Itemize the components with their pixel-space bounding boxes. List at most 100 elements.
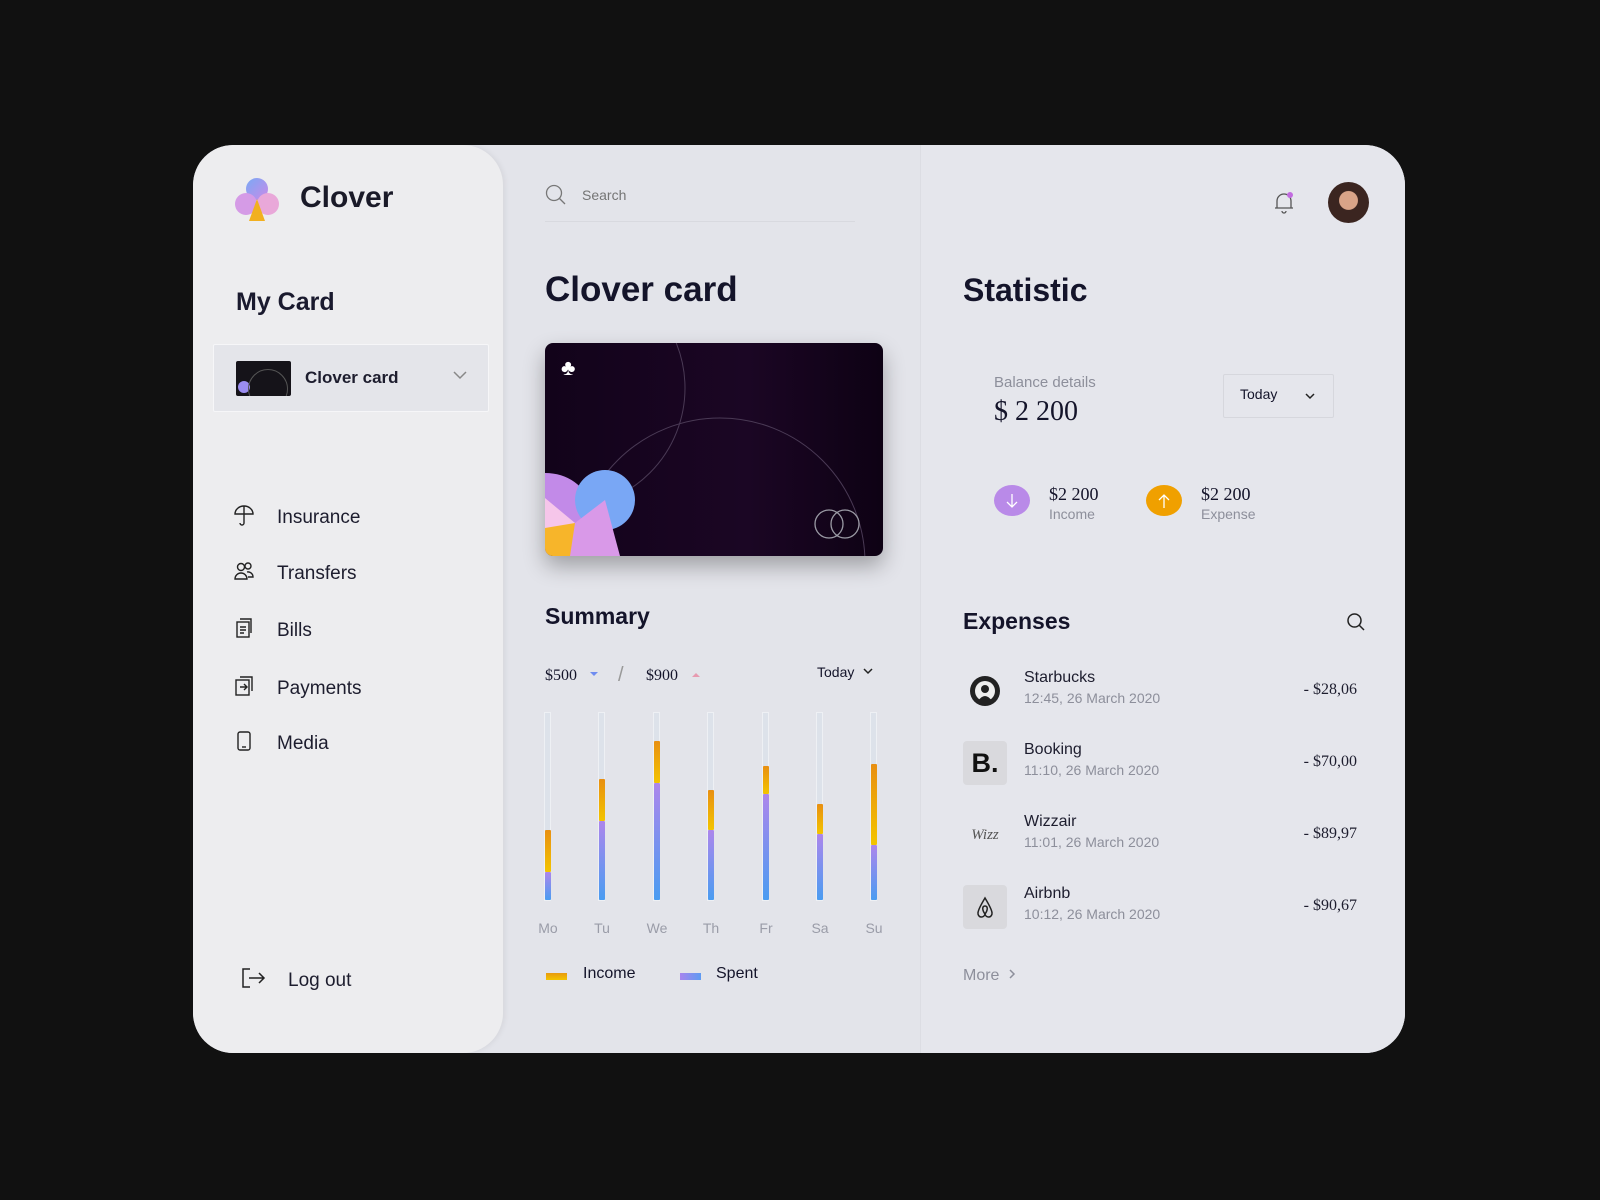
- day-label: Fr: [759, 920, 773, 936]
- expense-amount: - $70,00: [1303, 753, 1357, 770]
- bar-track-th: [707, 712, 714, 901]
- expense-time: 11:01, 26 March 2020: [1024, 834, 1160, 850]
- bar-track-sa: [816, 712, 823, 901]
- balance-period-dropdown[interactable]: Today: [1223, 374, 1334, 418]
- expenses-title: Expenses: [963, 608, 1071, 634]
- umbrella-icon: [233, 504, 255, 532]
- sidebar-item-transfers[interactable]: Transfers: [233, 560, 357, 588]
- summary-period-label: Today: [817, 664, 855, 680]
- logout-button[interactable]: Log out: [240, 965, 351, 997]
- bar-spent-tu: [599, 820, 605, 900]
- chevron-down-icon: [862, 664, 874, 680]
- sidebar-item-label: Transfers: [277, 563, 357, 584]
- bar-spent-su: [871, 845, 877, 900]
- more-label: More: [963, 967, 1000, 984]
- bar-income-we: [654, 741, 660, 783]
- bar-spent-th: [708, 830, 714, 900]
- chevron-right-icon: [1007, 967, 1017, 985]
- summary-period-dropdown[interactable]: Today: [817, 664, 874, 680]
- sidebar-item-label: Payments: [277, 678, 362, 699]
- user-avatar[interactable]: [1328, 182, 1369, 223]
- bar-track-fr: [762, 712, 769, 901]
- expense-arrow-up-icon: [1146, 485, 1182, 516]
- bar-income-sa: [817, 803, 823, 834]
- expense-amount: - $89,97: [1303, 825, 1357, 842]
- chevron-down-icon: [1304, 389, 1316, 407]
- card-selector[interactable]: Clover card: [213, 344, 489, 412]
- clover-logo-icon: [233, 173, 281, 223]
- day-label: Tu: [594, 920, 610, 936]
- sidebar-item-label: Bills: [277, 620, 312, 641]
- caret-up-icon: [692, 673, 700, 677]
- expense-name: Airbnb: [1024, 885, 1071, 902]
- bar-spent-mo: [545, 871, 551, 900]
- more-link[interactable]: More: [963, 967, 1017, 985]
- balance-period-label: Today: [1240, 386, 1278, 402]
- sidebar-item-media[interactable]: Media: [233, 730, 329, 758]
- sidebar: Clover My Card Clover card Insurance Tra…: [193, 145, 503, 1053]
- legend-income-swatch: [546, 973, 567, 980]
- notification-bell-icon[interactable]: [1272, 190, 1296, 221]
- expense-name: Starbucks: [1024, 669, 1096, 686]
- sidebar-item-payments[interactable]: Payments: [233, 675, 361, 703]
- legend-spent-label: Spent: [716, 965, 758, 982]
- search-icon: [545, 184, 567, 211]
- sidebar-item-bills[interactable]: Bills: [233, 617, 312, 645]
- bar-income-mo: [545, 830, 551, 872]
- expense-amount: - $28,06: [1303, 681, 1357, 698]
- expense-time: 12:45, 26 March 2020: [1024, 690, 1161, 706]
- bar-track-we: [653, 712, 660, 901]
- sidebar-item-insurance[interactable]: Insurance: [233, 504, 360, 532]
- expense-item-wizzair[interactable]: Wizz Wizzair 11:01, 26 March 2020 - $89,…: [963, 813, 1363, 863]
- search-bar[interactable]: [545, 184, 855, 222]
- expense-name: Booking: [1024, 741, 1082, 758]
- expense-label: Expense: [1201, 506, 1256, 522]
- expense-time: 11:10, 26 March 2020: [1024, 762, 1160, 778]
- day-label: Sa: [811, 920, 829, 936]
- bar-spent-sa: [817, 833, 823, 900]
- starbucks-logo-icon: [963, 669, 1007, 713]
- my-card-title: My Card: [236, 288, 335, 316]
- card-selector-label: Clover card: [305, 368, 399, 387]
- day-label: Mo: [538, 920, 558, 936]
- logout-icon: [240, 965, 266, 997]
- bar-track-tu: [598, 712, 605, 901]
- income-label: Income: [1049, 506, 1095, 522]
- day-label: We: [646, 920, 668, 936]
- logout-label: Log out: [288, 970, 352, 991]
- day-label: Th: [702, 920, 720, 936]
- expense-item-airbnb[interactable]: Airbnb 10:12, 26 March 2020 - $90,67: [963, 885, 1363, 935]
- bar-income-tu: [599, 779, 605, 821]
- legend-income-label: Income: [583, 965, 636, 982]
- summary-spent-value: $500: [545, 667, 577, 684]
- bar-spent-fr: [763, 794, 769, 900]
- bills-icon: [233, 617, 255, 645]
- bar-track-mo: [544, 712, 551, 901]
- wizzair-logo-icon: Wizz: [971, 826, 999, 843]
- expenses-search-icon[interactable]: [1346, 612, 1366, 637]
- page-title: Clover card: [545, 270, 738, 309]
- club-icon: ♣: [561, 355, 576, 380]
- clover-credit-card[interactable]: ♣: [545, 343, 883, 556]
- sidebar-item-label: Insurance: [277, 507, 361, 528]
- balance-value: $ 2 200: [994, 396, 1078, 427]
- bar-income-th: [708, 790, 714, 831]
- phone-icon: [233, 730, 255, 758]
- brand-name: Clover: [300, 181, 394, 214]
- card-thumbnail: [236, 361, 291, 396]
- summary-title: Summary: [545, 603, 650, 629]
- bar-income-fr: [763, 765, 769, 795]
- airbnb-logo-icon: [963, 885, 1007, 929]
- payments-icon: [233, 675, 255, 703]
- summary-separator: /: [618, 664, 624, 686]
- legend-spent-swatch: [680, 973, 701, 980]
- income-arrow-down-icon: [994, 485, 1030, 516]
- expense-item-starbucks[interactable]: Starbucks 12:45, 26 March 2020 - $28,06: [963, 669, 1363, 719]
- expense-item-booking[interactable]: B. Booking 11:10, 26 March 2020 - $70,00: [963, 741, 1363, 791]
- day-label: Su: [865, 920, 883, 936]
- search-input[interactable]: [582, 184, 842, 206]
- expense-amount: - $90,67: [1303, 897, 1357, 914]
- bar-income-su: [871, 763, 877, 846]
- expense-name: Wizzair: [1024, 813, 1077, 830]
- expense-value: $2 200: [1201, 484, 1251, 504]
